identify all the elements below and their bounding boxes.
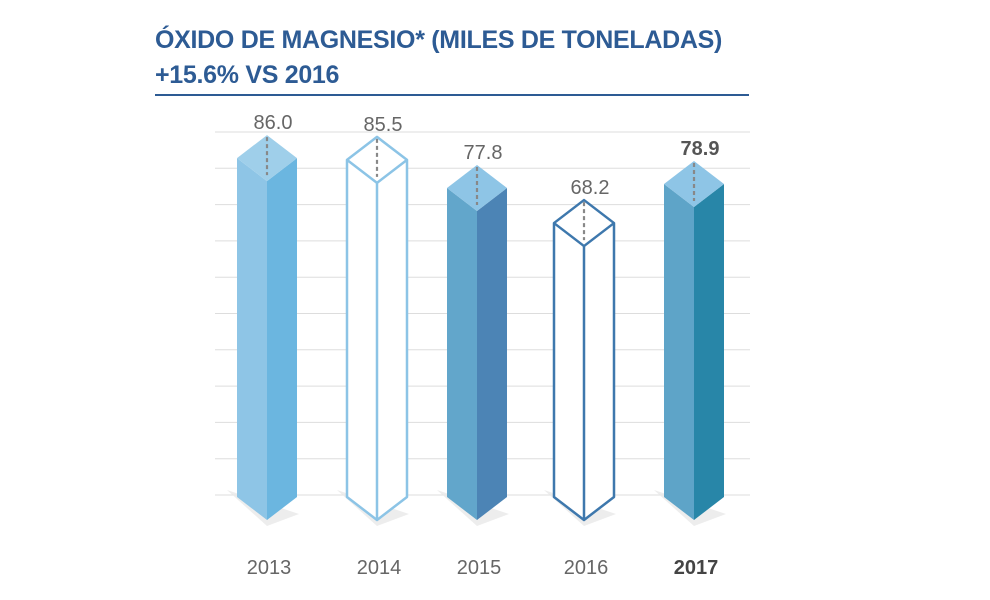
bar-side-face <box>267 158 297 520</box>
chart-subtitle: +15.6% VS 2016 <box>155 61 340 89</box>
title-underline <box>155 94 749 96</box>
value-label: 77.8 <box>464 142 503 164</box>
x-tick-label: 2013 <box>247 557 292 579</box>
bar-front-face <box>664 184 694 520</box>
value-label: 78.9 <box>681 138 720 160</box>
x-tick-label: 2017 <box>674 557 719 579</box>
bar-front-face <box>237 158 267 520</box>
labels: 86.0 2013 85.5 2014 77.8 2015 68.2 2016 78.9 2017 <box>247 112 720 579</box>
x-tick-label: 2014 <box>357 557 402 579</box>
x-tick-label: 2015 <box>457 557 502 579</box>
bar-2017 <box>654 161 726 526</box>
bar-front-face <box>447 188 477 520</box>
bar-side-face <box>477 188 507 520</box>
bar-2016 <box>544 198 616 526</box>
bars <box>227 135 726 526</box>
bar-2014 <box>337 135 409 526</box>
value-label: 86.0 <box>254 112 293 134</box>
bar-2013 <box>227 135 299 526</box>
bar-side-face <box>694 184 724 520</box>
value-label: 68.2 <box>571 177 610 199</box>
x-tick-label: 2016 <box>564 557 609 579</box>
bar-2015 <box>437 165 509 526</box>
chart-title: ÓXIDO DE MAGNESIO* (MILES DE TONELADAS) <box>155 26 723 54</box>
value-label: 85.5 <box>364 114 403 136</box>
